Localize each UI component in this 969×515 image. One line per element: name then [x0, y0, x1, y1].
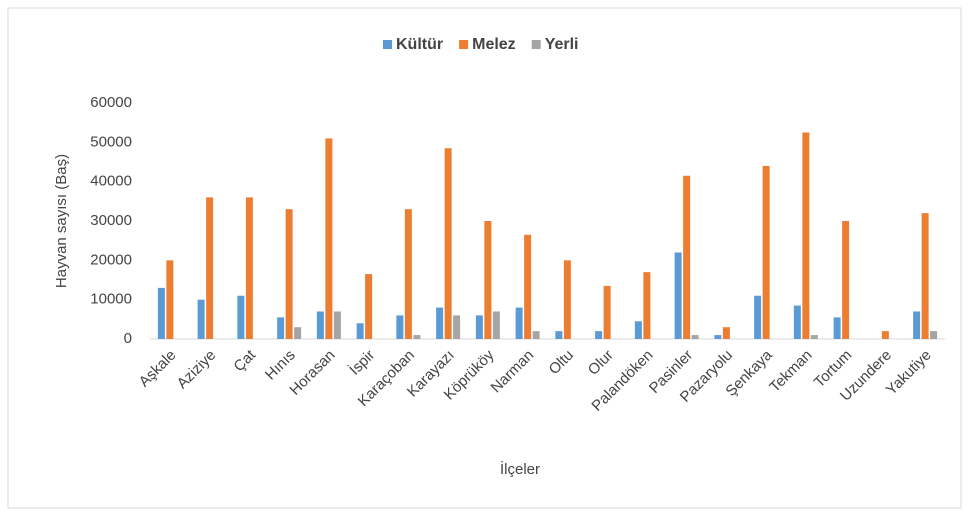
- bar: [691, 335, 699, 339]
- bar: [444, 148, 452, 339]
- y-tick-label: 30000: [90, 212, 132, 229]
- bar: [245, 197, 253, 339]
- bar: [365, 274, 373, 339]
- bar: [754, 295, 762, 339]
- bar: [595, 331, 603, 339]
- bar: [333, 311, 341, 339]
- bar: [413, 335, 421, 339]
- bar: [484, 221, 492, 339]
- bar: [722, 327, 730, 339]
- bar: [762, 165, 770, 339]
- legend-label: Kültür: [396, 36, 443, 53]
- bar: [277, 317, 285, 339]
- bar: [563, 260, 571, 339]
- bar: [802, 132, 810, 339]
- bar: [316, 311, 324, 339]
- y-tick-label: 50000: [90, 133, 132, 150]
- y-tick-label: 10000: [90, 291, 132, 308]
- bar: [842, 221, 850, 339]
- bar: [683, 175, 691, 339]
- legend-label: Yerli: [545, 36, 579, 53]
- bar: [714, 335, 722, 339]
- bar: [325, 138, 333, 339]
- bar: [197, 299, 205, 339]
- bar: [294, 327, 302, 339]
- bar: [404, 209, 412, 339]
- bar: [634, 321, 642, 339]
- bar: [532, 331, 540, 339]
- y-tick-label: 0: [124, 330, 132, 347]
- legend-swatch: [383, 40, 392, 49]
- bar: [603, 285, 611, 339]
- legend-swatch: [459, 40, 469, 49]
- legend-swatch: [531, 40, 541, 49]
- bar: [492, 311, 500, 339]
- y-tick-label: 40000: [90, 173, 132, 190]
- bar: [674, 252, 682, 339]
- y-tick-label: 20000: [90, 251, 132, 268]
- bar: [436, 307, 444, 339]
- bar: [157, 287, 165, 339]
- bar: [356, 323, 364, 339]
- y-axis-title: Hayvan sayısı (Baş): [53, 154, 70, 288]
- y-tick-label: 60000: [90, 94, 132, 111]
- bar: [930, 331, 938, 339]
- bar: [913, 311, 921, 339]
- bar: [793, 305, 801, 339]
- bar: [166, 260, 174, 339]
- bar: [881, 331, 889, 339]
- bar: [285, 209, 293, 339]
- x-axis-title: İlçeler: [500, 460, 540, 478]
- bar: [237, 295, 245, 339]
- legend-label: Melez: [472, 36, 516, 53]
- bar: [643, 272, 651, 339]
- bar: [921, 213, 929, 339]
- bar: [833, 317, 841, 339]
- bar: [555, 331, 563, 339]
- bar: [453, 315, 461, 339]
- bar: [206, 197, 214, 339]
- bar: [810, 335, 818, 339]
- bar: [515, 307, 523, 339]
- bar: [524, 234, 532, 339]
- bar: [475, 315, 483, 339]
- bar: [396, 315, 404, 339]
